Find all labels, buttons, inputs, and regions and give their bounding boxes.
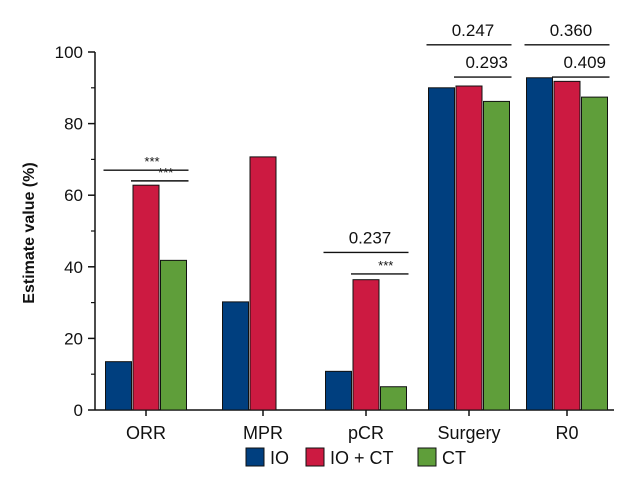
significance-label: ***	[158, 165, 173, 180]
bar-io-ct-pcr	[352, 279, 380, 411]
legend: IO IO + CT CT	[245, 447, 466, 468]
y-tick-label: 20	[64, 329, 83, 348]
y-tick-label: 100	[55, 43, 83, 62]
significance-label: 0.237	[349, 228, 392, 247]
bar-io-ct-surgery	[455, 85, 483, 411]
bar-io-ct-r0	[553, 80, 581, 411]
bar-io-r0	[526, 77, 553, 411]
bar-ct-orr	[160, 259, 187, 411]
significance-label: 0.409	[563, 53, 606, 72]
y-axis-title: Estimate value (%)	[21, 162, 38, 303]
legend-swatch-io	[245, 447, 265, 467]
legend-label: IO + CT	[330, 448, 394, 468]
bars-layer	[105, 77, 608, 411]
x-tick-label: pCR	[348, 423, 384, 443]
x-tick-label: MPR	[243, 423, 283, 443]
y-tick-label: 60	[64, 186, 83, 205]
y-tick-label: 0	[74, 401, 83, 420]
significance-label: ***	[144, 154, 159, 169]
significance-label: ***	[378, 258, 393, 273]
x-tick-label: Surgery	[437, 423, 500, 443]
legend-swatch-ct	[417, 447, 437, 467]
legend-swatch-io-ct	[305, 447, 325, 467]
bar-io-mpr	[222, 301, 249, 411]
x-tick-label: R0	[555, 423, 578, 443]
legend-label: IO	[270, 448, 289, 468]
y-tick-label: 80	[64, 115, 83, 134]
bar-ct-r0	[581, 96, 608, 411]
y-tick-label: 40	[64, 258, 83, 277]
significance-label: 0.247	[452, 21, 495, 40]
x-tick-label: ORR	[126, 423, 166, 443]
bar-io-orr	[105, 361, 132, 411]
bar-io-surgery	[428, 87, 455, 411]
significance-label: 0.360	[550, 21, 593, 40]
bar-io-ct-orr	[132, 184, 160, 411]
bar-ct-surgery	[483, 100, 510, 411]
legend-label: CT	[442, 448, 466, 468]
bar-io-pcr	[325, 370, 352, 411]
significance-label: 0.293	[465, 53, 508, 72]
bar-io-ct-mpr	[249, 156, 277, 411]
bar-ct-pcr	[380, 386, 407, 411]
